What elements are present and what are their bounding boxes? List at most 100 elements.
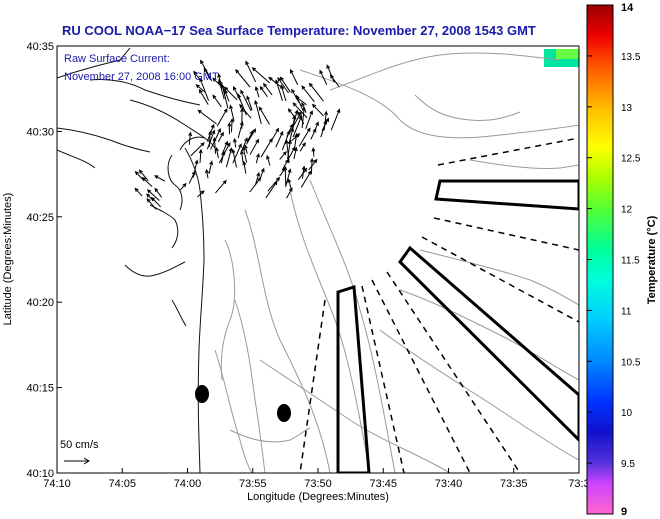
y-axis-ticks: 40:35 40:30 40:25 40:20 40:15 40:10 (26, 41, 62, 480)
current-vector (245, 60, 257, 83)
current-vector (188, 131, 193, 145)
current-vector (291, 133, 301, 142)
dashed-radials (299, 137, 579, 473)
current-vector (215, 179, 227, 194)
y-tick-label: 40:20 (26, 297, 54, 309)
current-vector (146, 189, 160, 201)
current-vector (198, 88, 209, 105)
colorbar-tick-label: 11.5 (621, 256, 640, 267)
scale-label: 50 cm/s (60, 439, 99, 451)
current-vector (145, 193, 154, 202)
current-vector (279, 151, 287, 160)
current-vector (258, 106, 271, 125)
y-axis-label: Latitude (Degrees:Minutes) (2, 193, 14, 326)
current-vector (197, 109, 217, 125)
current-vector (240, 89, 252, 112)
current-vector (205, 168, 209, 179)
current-vector (290, 68, 299, 86)
current-vector (232, 143, 242, 164)
current-vector (212, 94, 222, 108)
current-vector (232, 137, 237, 148)
x-tick-label: 73:40 (435, 478, 463, 490)
current-vector (267, 176, 281, 192)
current-vector (292, 115, 303, 138)
colorbar-tick-label: 11 (621, 306, 632, 317)
x-tick-label: 73:3 (568, 478, 589, 490)
current-vector (308, 158, 318, 171)
current-vector (309, 157, 314, 175)
current-vector (240, 137, 248, 153)
current-vector (330, 108, 341, 131)
current-vector (311, 103, 324, 117)
bathymetry-contours (214, 52, 579, 473)
current-vector (268, 76, 284, 90)
colorbar-tick-label: 13 (621, 103, 633, 114)
annotation-line-2: November 27, 2008 16:00 GMT (64, 71, 219, 83)
current-vector (311, 147, 316, 157)
current-vector (134, 187, 143, 197)
current-vector (232, 85, 242, 102)
colorbar-tick-label: 10.5 (621, 357, 641, 368)
current-vector (141, 176, 153, 187)
current-vector (259, 85, 268, 98)
current-vector (199, 77, 210, 101)
current-vector (239, 103, 252, 119)
x-tick-label: 74:00 (174, 478, 202, 490)
current-vector (281, 158, 289, 171)
x-axis-ticks: 74:10 74:05 74:00 73:55 73:50 73:45 73:40 73:35… (43, 468, 590, 490)
current-vector (286, 123, 294, 137)
current-vector (193, 70, 201, 81)
current-vector (242, 160, 247, 174)
current-vector (190, 142, 205, 157)
current-vector (283, 165, 288, 186)
current-vector (301, 102, 307, 113)
current-vector (284, 139, 290, 164)
current-vector (262, 82, 273, 96)
x-tick-label: 73:35 (500, 478, 528, 490)
current-vector (243, 144, 248, 154)
current-vector (292, 102, 308, 119)
transect-polygons (336, 179, 579, 473)
transect-box-2 (398, 245, 579, 443)
current-vector (249, 138, 260, 155)
x-tick-label: 73:55 (239, 478, 267, 490)
current-vector (195, 84, 206, 93)
current-vector (305, 110, 314, 130)
current-vector (285, 168, 292, 188)
current-vector (308, 82, 324, 102)
current-vector (279, 76, 291, 93)
current-vector (217, 131, 224, 143)
surface-current-vectors (134, 59, 341, 210)
current-vector (323, 110, 328, 131)
current-vector (286, 187, 293, 199)
current-vector (219, 80, 225, 91)
current-vector (225, 147, 233, 168)
scale-arrowhead (83, 457, 90, 465)
current-vector (229, 118, 234, 133)
station-marker-2 (277, 404, 291, 422)
current-vector (231, 148, 237, 168)
current-vector (224, 89, 230, 102)
colorbar-tick-label: 12.5 (621, 154, 641, 165)
y-tick-label: 40:25 (26, 212, 54, 224)
current-vector (287, 139, 292, 160)
current-vector (287, 178, 292, 190)
y-tick-label: 40:10 (26, 468, 54, 480)
current-vector (301, 85, 315, 103)
colorbar-tick-label: 12 (621, 205, 633, 216)
sst-patch-warm (556, 49, 579, 59)
current-vector (295, 94, 304, 111)
colorbar (586, 4, 614, 515)
current-vector (297, 167, 308, 180)
current-vector (221, 140, 229, 156)
annotation-line-1: Raw Surface Current: (64, 53, 170, 65)
current-vector (260, 137, 273, 158)
current-vector (215, 146, 219, 159)
y-tick-label: 40:35 (26, 41, 54, 53)
current-vector (298, 127, 311, 147)
current-vector (246, 95, 253, 111)
transect-box-1 (434, 179, 579, 211)
y-tick-label: 40:15 (26, 383, 54, 395)
current-vector (208, 130, 213, 148)
current-vector (210, 127, 221, 150)
